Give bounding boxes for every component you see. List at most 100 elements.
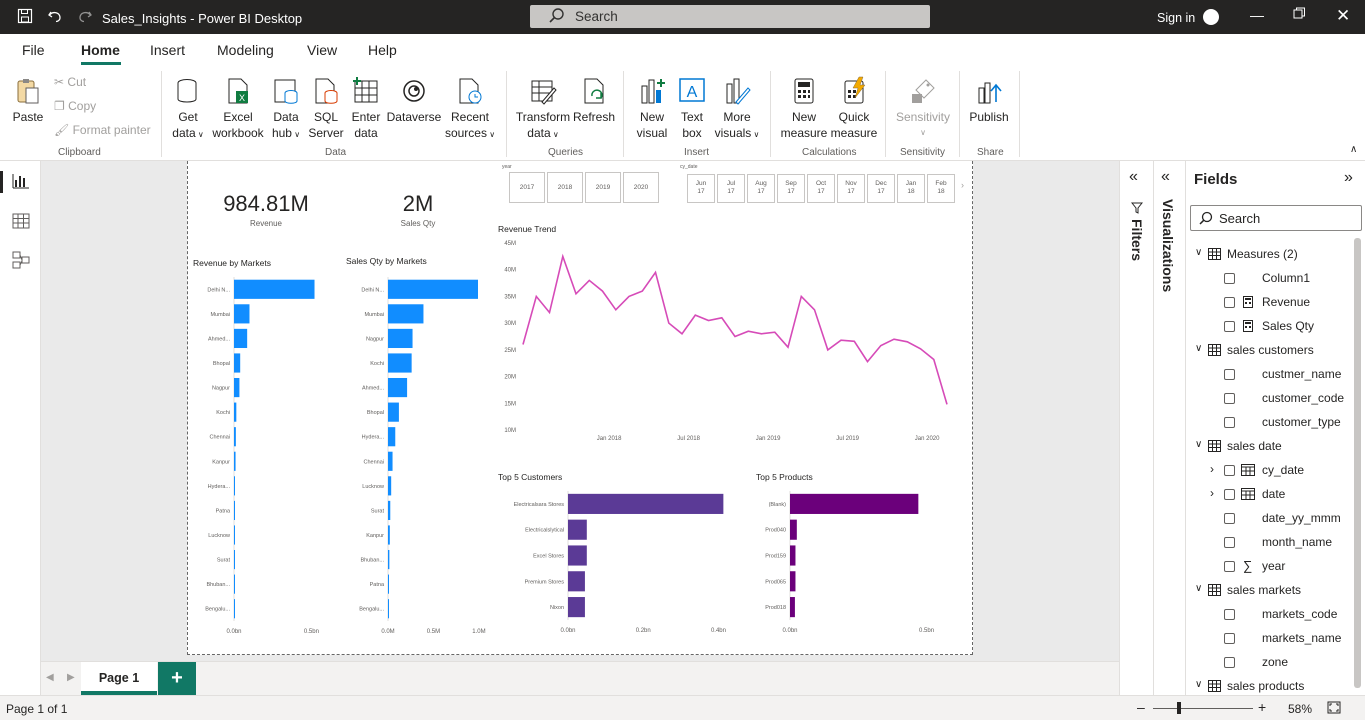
field-checkbox[interactable] — [1224, 633, 1235, 644]
cut-button[interactable]: ✂ Cut — [54, 75, 86, 89]
sensitivity-button[interactable]: Sensitivity ∨ — [892, 76, 954, 141]
bar[interactable] — [388, 599, 389, 619]
bar[interactable] — [388, 500, 391, 521]
bar[interactable] — [234, 451, 236, 471]
field-row[interactable]: ∑ year — [1186, 558, 1352, 579]
save-icon[interactable] — [17, 8, 33, 28]
recent-sources-button[interactable]: Recent sources ∨ — [442, 76, 498, 143]
restore-icon[interactable] — [1293, 7, 1306, 23]
quick-measure-button[interactable]: Quick measure — [830, 76, 878, 141]
slicer-next-icon[interactable]: › — [961, 180, 964, 190]
avatar[interactable] — [1203, 9, 1219, 25]
bar[interactable] — [234, 427, 236, 447]
bar[interactable] — [234, 402, 237, 422]
bar[interactable] — [568, 493, 724, 514]
minimize-icon[interactable]: — — [1250, 7, 1264, 23]
bar[interactable] — [388, 377, 408, 398]
redo-icon[interactable] — [77, 8, 93, 28]
year-slicer-item[interactable]: 2018 — [547, 172, 583, 203]
filters-pane[interactable]: « Filters — [1119, 161, 1154, 695]
field-checkbox[interactable] — [1224, 393, 1235, 404]
publish-button[interactable]: Publish — [966, 76, 1012, 125]
date-slicer-item[interactable]: Dec 17 — [867, 174, 895, 203]
bar[interactable] — [790, 597, 795, 618]
top-customers-chart[interactable]: Electricalsara Stores Electricalslytical E… — [498, 488, 730, 641]
bar[interactable] — [790, 493, 919, 514]
date-slicer-item[interactable]: Aug 17 — [747, 174, 775, 203]
field-checkbox[interactable] — [1224, 297, 1235, 308]
bar[interactable] — [790, 519, 797, 540]
bar[interactable] — [234, 500, 235, 521]
sign-in-button[interactable]: Sign in — [1157, 11, 1196, 25]
data-hub-button[interactable]: Data hub ∨ — [266, 76, 306, 143]
bar[interactable] — [234, 279, 315, 299]
date-slicer-item[interactable]: Jul 17 — [717, 174, 745, 203]
chevron-down-icon[interactable]: ∨ — [1195, 247, 1203, 258]
sales-qty-by-markets-chart[interactable]: Delhi N... Mumbai Nagpur Kochi Ahmed... Bhopa… — [338, 274, 496, 642]
menu-home[interactable]: Home — [81, 42, 120, 58]
chevron-down-icon[interactable]: ∨ — [1195, 679, 1203, 690]
bar[interactable] — [234, 599, 235, 619]
field-checkbox[interactable] — [1224, 273, 1235, 284]
fields-search-input[interactable]: Search — [1190, 205, 1362, 231]
field-checkbox[interactable] — [1224, 609, 1235, 620]
expand-visualizations-icon[interactable]: « — [1161, 168, 1170, 185]
bar[interactable] — [388, 476, 392, 496]
data-view-icon[interactable] — [12, 213, 30, 232]
chevron-down-icon[interactable]: ∨ — [1195, 583, 1203, 594]
bar[interactable] — [388, 525, 390, 545]
paste-button[interactable]: Paste — [8, 76, 48, 125]
kpi-revenue-card[interactable]: 984.81M Revenue — [206, 191, 326, 228]
chevron-down-icon[interactable]: ∨ — [1195, 343, 1203, 354]
date-slicer-item[interactable]: Nov 17 — [837, 174, 865, 203]
field-table-row[interactable]: ∨ sales products — [1186, 679, 1352, 695]
field-checkbox[interactable] — [1224, 369, 1235, 380]
fit-to-page-icon[interactable] — [1327, 701, 1341, 717]
field-checkbox[interactable] — [1224, 465, 1235, 476]
field-checkbox[interactable] — [1224, 417, 1235, 428]
menu-insert[interactable]: Insert — [150, 42, 186, 58]
collapse-ribbon-icon[interactable]: ∧ — [1350, 144, 1358, 155]
field-row[interactable]: Sales Qty — [1186, 319, 1352, 339]
bar[interactable] — [388, 328, 413, 349]
close-icon[interactable]: ✕ — [1336, 6, 1351, 25]
field-row[interactable]: › date — [1186, 486, 1352, 507]
bar[interactable] — [388, 574, 389, 594]
field-row[interactable]: month_name — [1186, 535, 1352, 555]
model-view-icon[interactable] — [12, 251, 30, 272]
zoom-slider-track[interactable] — [1153, 708, 1253, 709]
field-checkbox[interactable] — [1224, 537, 1235, 548]
menu-file[interactable]: File — [22, 42, 45, 58]
zoom-in-icon[interactable]: + — [1258, 699, 1267, 715]
date-slicer-item[interactable]: Sep 17 — [777, 174, 805, 203]
bar[interactable] — [234, 525, 235, 545]
fields-scrollbar[interactable] — [1354, 238, 1361, 688]
zoom-slider-thumb[interactable] — [1177, 702, 1181, 714]
bar[interactable] — [388, 304, 424, 324]
tab-prev-icon[interactable]: ◀ — [46, 672, 54, 683]
visualizations-pane[interactable]: « Visualizations — [1154, 161, 1186, 695]
tab-next-icon[interactable]: ▶ — [67, 672, 75, 683]
field-row[interactable]: customer_type — [1186, 415, 1352, 435]
text-box-button[interactable]: A Text box — [674, 76, 710, 141]
more-visuals-button[interactable]: More visuals ∨ — [712, 76, 762, 143]
field-checkbox[interactable] — [1224, 489, 1235, 500]
bar[interactable] — [234, 304, 250, 324]
bar[interactable] — [234, 476, 235, 496]
field-row[interactable]: › cy_date — [1186, 462, 1352, 483]
bar[interactable] — [234, 574, 235, 594]
field-table-row[interactable]: ∨ sales markets — [1186, 583, 1352, 603]
field-checkbox[interactable] — [1224, 513, 1235, 524]
field-table-row[interactable]: ∨ Measures (2) — [1186, 247, 1352, 267]
field-row[interactable]: date_yy_mmm — [1186, 511, 1352, 531]
tab-page-1[interactable]: Page 1 — [81, 662, 157, 695]
field-checkbox[interactable] — [1224, 561, 1235, 572]
bar[interactable] — [388, 279, 478, 299]
field-row[interactable]: Revenue — [1186, 295, 1352, 315]
bar[interactable] — [568, 571, 585, 592]
bar[interactable] — [388, 549, 390, 570]
bar[interactable] — [388, 451, 393, 471]
revenue-trend-line[interactable] — [522, 253, 948, 405]
revenue-trend-chart[interactable]: 45M 40M 35M 30M 25M 20M 15M 10M Jan 2018 Jul 2018… — [493, 237, 973, 445]
add-page-button[interactable]: + — [158, 662, 196, 695]
